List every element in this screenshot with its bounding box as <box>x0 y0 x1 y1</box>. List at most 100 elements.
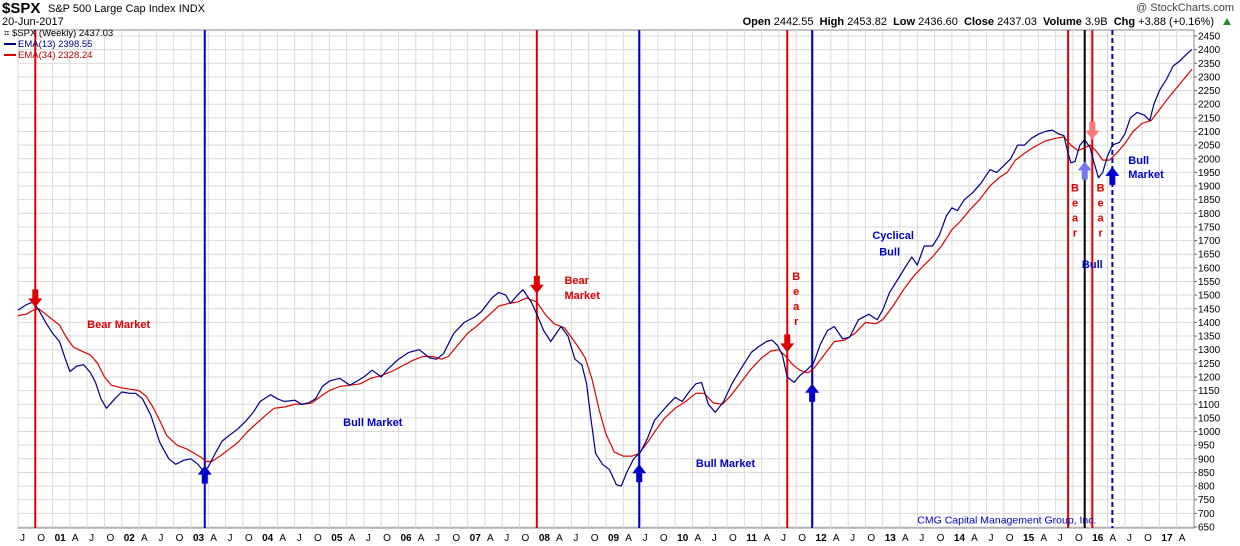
annotation-label: Bull <box>1128 155 1149 167</box>
y-tick-label: 1800 <box>1198 209 1221 220</box>
y-tick-label: 1250 <box>1198 359 1221 370</box>
x-tick-label: 15 <box>1023 533 1035 544</box>
x-tick-label: J <box>573 533 578 544</box>
high-label: High <box>819 16 845 28</box>
y-tick-label: 1400 <box>1198 318 1221 329</box>
x-tick-label: 12 <box>816 533 828 544</box>
x-tick-label: 11 <box>746 533 757 544</box>
annotation-label: Cyclical <box>872 230 914 242</box>
vertical-annotation-char: r <box>794 316 799 328</box>
y-tick-label: 2050 <box>1198 141 1221 152</box>
triangle-up-icon <box>1223 18 1231 25</box>
grid-lines <box>17 30 1194 528</box>
x-tick-label: J <box>1127 533 1132 544</box>
x-tick-label: J <box>158 533 163 544</box>
x-tick-label: A <box>694 533 701 544</box>
annotation-label: Market <box>564 290 600 302</box>
signal-arrows <box>28 121 1120 484</box>
low-label: Low <box>893 16 916 28</box>
x-tick-label: 02 <box>124 533 136 544</box>
index-name-text: S&P 500 Large Cap Index <box>48 3 176 15</box>
y-tick-label: 1750 <box>1198 222 1221 233</box>
x-tick-label: O <box>176 533 184 544</box>
annotation-label: Bull Market <box>696 458 756 470</box>
y-tick-label: 1950 <box>1198 168 1221 179</box>
volume-value: 3.9B <box>1084 16 1108 28</box>
brand: @ StockCharts.com <box>1136 2 1234 14</box>
x-tick-label: A <box>1179 533 1186 544</box>
x-tick-label: A <box>556 533 563 544</box>
x-tick-label: J <box>20 533 25 544</box>
arrow-down-icon <box>780 334 795 353</box>
y-tick-label: 2350 <box>1198 59 1221 70</box>
x-tick-label: 05 <box>331 533 343 544</box>
x-tick-label: O <box>314 533 322 544</box>
y-tick-label: 750 <box>1198 495 1215 506</box>
y-axis: 650 700 750 800 850 900 950 1000 1050 1100 1150 120… <box>1194 32 1221 534</box>
vertical-annotation-char: B <box>1071 182 1079 194</box>
x-tick-label: O <box>106 533 114 544</box>
x-tick-label: A <box>1110 533 1117 544</box>
annotation-label: Bull <box>1082 259 1103 271</box>
x-tick-label: O <box>1144 533 1152 544</box>
annotation-label: CMG Capital Management Group, Inc. <box>917 515 1096 527</box>
x-tick-label: A <box>418 533 425 544</box>
legend-ema13-text: EMA(13) 2398.55 <box>18 39 93 50</box>
x-tick-label: 13 <box>885 533 897 544</box>
chg-label: Chg <box>1113 16 1136 28</box>
y-tick-label: 2250 <box>1198 86 1221 97</box>
arrow-down-icon <box>529 275 544 294</box>
x-tick-label: 17 <box>1161 533 1173 544</box>
x-tick-label: 01 <box>55 533 67 544</box>
x-tick-label: 04 <box>262 533 274 544</box>
annotation-label: Bull <box>879 247 900 259</box>
y-tick-label: 1100 <box>1198 400 1220 411</box>
x-tick-label: O <box>867 533 875 544</box>
ema13-swatch <box>4 43 16 46</box>
x-tick-label: A <box>971 533 978 544</box>
vertical-annotation-char: B <box>1097 182 1105 194</box>
x-tick-label: J <box>297 533 302 544</box>
x-axis: J O 01 A J O 02 A J O 03 A J O 04 A J O 05 A J O 06 A J O 07 A J O 08 A… <box>20 533 1186 544</box>
x-tick-label: O <box>522 533 530 544</box>
x-tick-label: A <box>279 533 286 544</box>
vertical-annotation-char: a <box>1098 212 1105 224</box>
arrow-up-icon <box>632 464 647 483</box>
y-tick-label: 2200 <box>1198 100 1221 111</box>
arrow-up-icon <box>1105 166 1120 185</box>
y-tick-label: 2100 <box>1198 127 1221 138</box>
x-tick-label: O <box>1006 533 1014 544</box>
x-tick-label: A <box>764 533 771 544</box>
vertical-annotation-char: a <box>793 301 800 313</box>
y-tick-label: 2450 <box>1198 32 1221 43</box>
y-tick-label: 1700 <box>1198 236 1221 247</box>
vertical-annotation-char: e <box>1098 197 1104 209</box>
legend-price: ⌗ $SPX (Weekly) 2437.03 <box>4 28 114 39</box>
x-tick-label: 10 <box>677 533 689 544</box>
y-tick-label: 2300 <box>1198 72 1221 83</box>
series-line <box>17 68 1193 463</box>
annotation-label: Bear <box>564 275 589 287</box>
x-tick-label: J <box>435 533 440 544</box>
x-tick-label: O <box>798 533 806 544</box>
annotation-label: Bull Market <box>343 417 403 429</box>
x-tick-label: O <box>937 533 945 544</box>
ticker-symbol: $SPX <box>2 0 41 17</box>
arrow-up-icon <box>1077 161 1092 180</box>
x-tick-label: O <box>452 533 460 544</box>
x-tick-label: J <box>712 533 717 544</box>
vertical-annotation-char: r <box>1098 227 1103 239</box>
x-tick-label: A <box>1040 533 1047 544</box>
legend-ema34-text: EMA(34) 2328.24 <box>18 50 93 61</box>
x-tick-label: A <box>349 533 356 544</box>
x-tick-label: 09 <box>608 533 620 544</box>
chart-date: 20-Jun-2017 <box>2 16 64 28</box>
legend-ema34: EMA(34) 2328.24 <box>4 50 113 61</box>
open-label: Open <box>742 16 771 28</box>
x-tick-label: O <box>37 533 45 544</box>
x-tick-label: 03 <box>193 533 205 544</box>
y-tick-label: 1050 <box>1198 413 1221 424</box>
y-tick-label: 2150 <box>1198 113 1221 124</box>
